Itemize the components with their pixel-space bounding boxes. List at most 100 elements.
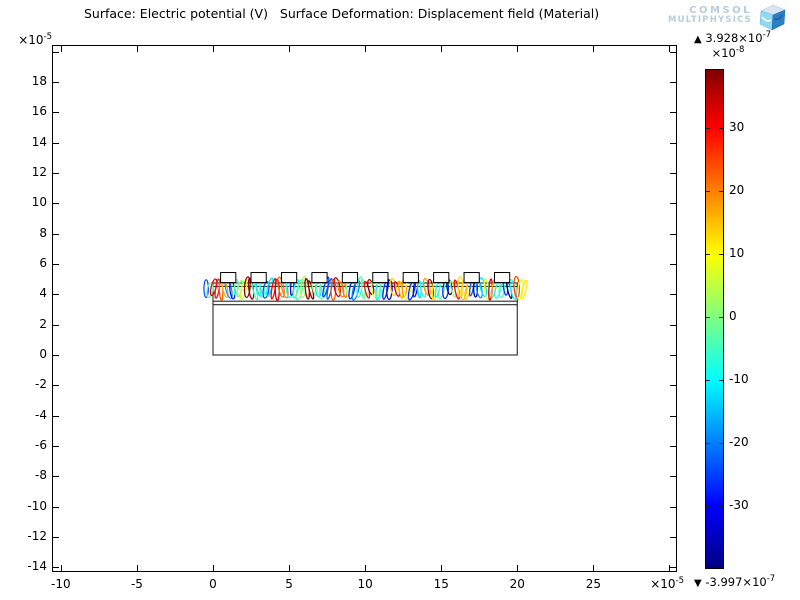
y-tick-label: -12	[27, 528, 47, 543]
y-tick-mirror	[670, 415, 676, 417]
plot-title: Surface: Electric potential (V) Surface …	[84, 6, 600, 21]
y-tick-mirror	[670, 233, 676, 235]
y-tick-label: 16	[31, 104, 47, 119]
colorbar-notch	[719, 379, 723, 381]
y-tick-mirror	[670, 385, 676, 387]
y-tick-mirror	[670, 82, 676, 84]
plot-frame	[52, 45, 677, 572]
colorbar-max-value: ▲ 3.928×10-7	[694, 30, 772, 45]
colorbar-notch	[706, 127, 710, 129]
colorbar-tick-label: -30	[729, 498, 749, 513]
y-tick	[53, 142, 59, 144]
x-tick-mirror	[593, 46, 595, 52]
colorbar-notch	[719, 190, 723, 192]
x-tick-label: -10	[51, 577, 71, 591]
y-tick-label: 12	[31, 165, 47, 180]
y-tick-label: 0	[39, 347, 47, 361]
x-tick-label: 10	[357, 577, 373, 591]
x-tick	[517, 565, 519, 571]
colorbar-notch	[706, 443, 710, 444]
y-tick	[53, 203, 59, 205]
colorbar-notch	[706, 506, 710, 508]
x-tick-mirror	[441, 46, 443, 52]
x-tick-label: 25	[585, 577, 602, 591]
electrode	[250, 272, 267, 284]
deformation-loop	[478, 277, 488, 297]
x-tick-label: 15	[433, 577, 449, 591]
y-tick-mirror	[670, 294, 676, 296]
colorbar-notch	[719, 127, 723, 129]
y-tick	[53, 264, 59, 266]
electrode	[433, 272, 450, 284]
x-tick	[669, 565, 671, 571]
x-tick	[213, 565, 214, 571]
y-tick	[53, 476, 59, 478]
y-tick-label: -2	[35, 377, 47, 392]
y-tick	[53, 506, 59, 508]
deformation-loop	[206, 281, 214, 298]
y-tick-label: -8	[35, 468, 47, 483]
colorbar-notch	[719, 443, 723, 444]
deformation-loop	[520, 279, 528, 300]
y-tick-mirror	[670, 445, 676, 447]
y-tick	[53, 355, 59, 356]
colorbar-notch	[719, 316, 723, 318]
deformation-loop	[419, 281, 427, 298]
deformation-loop	[389, 277, 397, 297]
deformation-loop	[262, 281, 270, 299]
electrode	[311, 272, 328, 284]
x-tick-mirror	[669, 46, 671, 52]
x-tick-mirror	[289, 46, 291, 52]
y-tick	[53, 536, 59, 538]
y-tick-mirror	[670, 51, 676, 53]
y-tick	[53, 445, 59, 447]
electrode	[220, 272, 237, 284]
x-tick-label: 0	[209, 577, 217, 591]
electrode	[341, 272, 359, 284]
x-tick-label: -5	[130, 577, 143, 591]
x-tick-label: 20	[509, 577, 525, 591]
y-tick-mirror	[670, 476, 676, 478]
x-tick	[441, 565, 443, 571]
y-tick	[53, 567, 59, 569]
x-tick-mirror	[517, 46, 519, 52]
electrode	[280, 272, 298, 284]
colorbar-tick-label: 0	[729, 308, 737, 323]
y-tick-label: 18	[31, 74, 47, 89]
colorbar-notch	[719, 253, 723, 255]
max-arrow-icon: ▲	[694, 33, 702, 45]
y-tick	[53, 415, 59, 417]
y-tick	[53, 385, 59, 387]
y-tick-mirror	[670, 324, 676, 326]
x-axis-multiplier: ×10-5	[650, 576, 684, 591]
y-tick-mirror	[670, 506, 676, 508]
y-tick-mirror	[670, 264, 676, 266]
deformation-loop	[509, 278, 517, 301]
deformation-loop	[300, 276, 307, 299]
x-tick-mirror	[136, 46, 138, 52]
y-tick-mirror	[670, 203, 676, 205]
comsol-logo-line2: MULTIPHYSICS	[667, 15, 752, 25]
deformation-loop	[292, 279, 300, 299]
deformation-loop	[277, 276, 285, 298]
y-tick	[53, 82, 59, 84]
y-tick-label: 2	[39, 316, 47, 331]
electrode	[463, 272, 480, 284]
deformation-loop	[516, 278, 524, 301]
y-axis-multiplier: ×10-5	[18, 32, 52, 47]
colorbar-tick-label: -10	[729, 371, 749, 386]
x-tick-mirror	[365, 46, 367, 52]
comsol-logo-text: COMSOL MULTIPHYSICS	[620, 5, 752, 25]
colorbar-tick-label: 30	[729, 119, 745, 134]
x-tick	[60, 565, 62, 571]
electrode	[493, 272, 511, 284]
y-tick-mirror	[670, 355, 676, 356]
colorbar-tick-label: 10	[729, 245, 745, 260]
y-tick	[53, 324, 59, 326]
colorbar-notch	[706, 253, 710, 255]
y-tick-label: -14	[27, 559, 47, 574]
y-tick-label: 8	[39, 225, 47, 240]
colorbar-notch	[719, 506, 723, 508]
